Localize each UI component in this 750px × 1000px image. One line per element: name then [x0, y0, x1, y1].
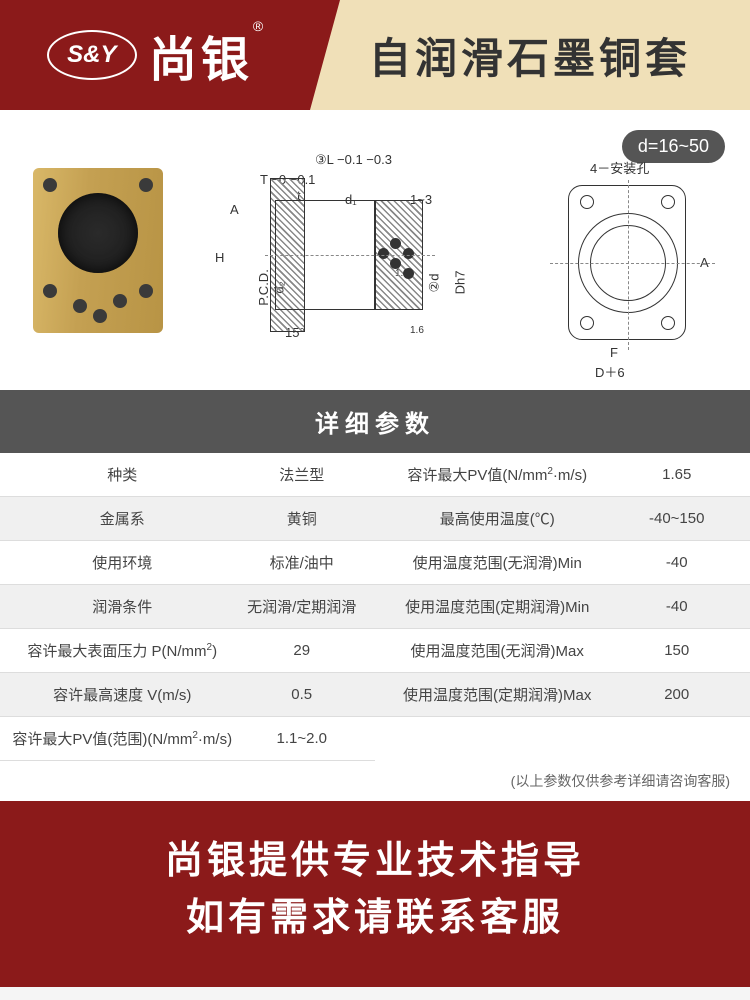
spec-label: 使用温度范围(定期润滑)Max — [383, 684, 611, 705]
dim-mount-holes: 4－安装孔 — [590, 158, 649, 177]
technical-drawing: ③L −0.1 −0.3 T −0 −0.1 t A d₁ 1~3 H P.C.… — [195, 150, 735, 350]
spec-col-left: 种类法兰型金属系黄铜使用环境标准/油中润滑条件无润滑/定期润滑容许最大表面压力 … — [0, 453, 375, 761]
flange-face-view: 4－安装孔 A F D＋6 — [535, 150, 715, 350]
spec-row: 使用温度范围(无润滑)Min-40 — [375, 541, 750, 585]
dim-F: F — [610, 345, 618, 360]
logo-oval: S&Y — [47, 30, 137, 80]
diagram-section: d=16~50 ③L −0.1 −0.3 T −0 −0.1 t A d₁ 1~… — [0, 110, 750, 390]
spec-value: 150 — [611, 642, 742, 659]
registered-mark: ® — [253, 18, 263, 34]
spec-value: 29 — [236, 642, 367, 659]
spec-row: 使用温度范围(定期润滑)Min-40 — [375, 585, 750, 629]
spec-label: 容许最大PV值(N/mm2·m/s) — [383, 464, 611, 485]
spec-row: 容许最高速度 V(m/s)0.5 — [0, 673, 375, 717]
spec-value: 1.65 — [611, 466, 742, 483]
spec-label: 容许最大表面压力 P(N/mm2) — [8, 640, 236, 661]
spec-row: 金属系黄铜 — [0, 497, 375, 541]
spec-row: 润滑条件无润滑/定期润滑 — [0, 585, 375, 629]
spec-footnote: (以上参数仅供参考详细请咨询客服) — [0, 761, 750, 801]
footer-line-1: 尚银提供专业技术指导 — [20, 833, 730, 890]
spec-row: 使用温度范围(定期润滑)Max200 — [375, 673, 750, 717]
dim-Dh7: Dh7 — [452, 271, 467, 295]
spec-label: 金属系 — [8, 508, 236, 529]
spec-value: -40 — [611, 554, 742, 571]
spec-label: 使用温度范围(无润滑)Min — [383, 552, 611, 573]
dim-d-inner: ②d — [426, 274, 442, 293]
spec-col-right: 容许最大PV值(N/mm2·m/s)1.65最高使用温度(℃)-40~150使用… — [375, 453, 750, 761]
spec-value: 无润滑/定期润滑 — [236, 596, 367, 617]
spec-value: 标准/油中 — [236, 552, 367, 573]
spec-row: 使用环境标准/油中 — [0, 541, 375, 585]
spec-row: 容许最大表面压力 P(N/mm2)29 — [0, 629, 375, 673]
logo-section: S&Y 尚银 ® — [0, 0, 310, 110]
bushing-render — [33, 168, 163, 333]
spec-value: 0.5 — [236, 686, 367, 703]
spec-value: -40~150 — [611, 510, 742, 527]
surf-2: 1.6 — [410, 325, 424, 336]
spec-row: 使用温度范围(无润滑)Max150 — [375, 629, 750, 673]
spec-table-body: 种类法兰型金属系黄铜使用环境标准/油中润滑条件无润滑/定期润滑容许最大表面压力 … — [0, 453, 750, 761]
spec-value: 法兰型 — [236, 464, 367, 485]
spec-row: 最高使用温度(℃)-40~150 — [375, 497, 750, 541]
diagram-area: ③L −0.1 −0.3 T −0 −0.1 t A d₁ 1~3 H P.C.… — [15, 150, 735, 350]
spec-value: 1.1~2.0 — [236, 730, 367, 747]
spec-label: 容许最高速度 V(m/s) — [8, 684, 236, 705]
spec-label: 容许最大PV值(范围)(N/mm2·m/s) — [8, 728, 236, 749]
cross-section-view: ③L −0.1 −0.3 T −0 −0.1 t A d₁ 1~3 H P.C.… — [215, 150, 475, 350]
spec-row: 种类法兰型 — [0, 453, 375, 497]
spec-row: 容许最大PV值(N/mm2·m/s)1.65 — [375, 453, 750, 497]
spec-label: 最高使用温度(℃) — [383, 508, 611, 529]
spec-label: 使用温度范围(无润滑)Max — [383, 640, 611, 661]
spec-label: 使用环境 — [8, 552, 236, 573]
spec-label: 润滑条件 — [8, 596, 236, 617]
title-section: 自润滑石墨铜套 — [310, 0, 750, 110]
spec-table: 详细参数 种类法兰型金属系黄铜使用环境标准/油中润滑条件无润滑/定期润滑容许最大… — [0, 390, 750, 801]
header-banner: S&Y 尚银 ® 自润滑石墨铜套 — [0, 0, 750, 110]
dim-L: ③L −0.1 −0.3 — [315, 152, 392, 168]
footer-banner: 尚银提供专业技术指导 如有需求请联系客服 — [0, 801, 750, 987]
product-photo — [15, 153, 180, 348]
spec-value: 黄铜 — [236, 508, 367, 529]
spec-label: 种类 — [8, 464, 236, 485]
spec-value: 200 — [611, 686, 742, 703]
product-title: 自润滑石墨铜套 — [369, 25, 691, 86]
spec-row: 容许最大PV值(范围)(N/mm2·m/s)1.1~2.0 — [0, 717, 375, 761]
dim-D6: D＋6 — [595, 362, 625, 381]
spec-value: -40 — [611, 598, 742, 615]
dim-PCD: P.C.D. — [256, 269, 271, 306]
spec-label: 使用温度范围(定期润滑)Min — [383, 596, 611, 617]
dim-H: H — [215, 250, 224, 265]
footer-line-2: 如有需求请联系客服 — [20, 890, 730, 947]
dim-A: A — [230, 202, 239, 217]
spec-table-header: 详细参数 — [0, 390, 750, 453]
brand-name: 尚银 — [149, 20, 253, 90]
